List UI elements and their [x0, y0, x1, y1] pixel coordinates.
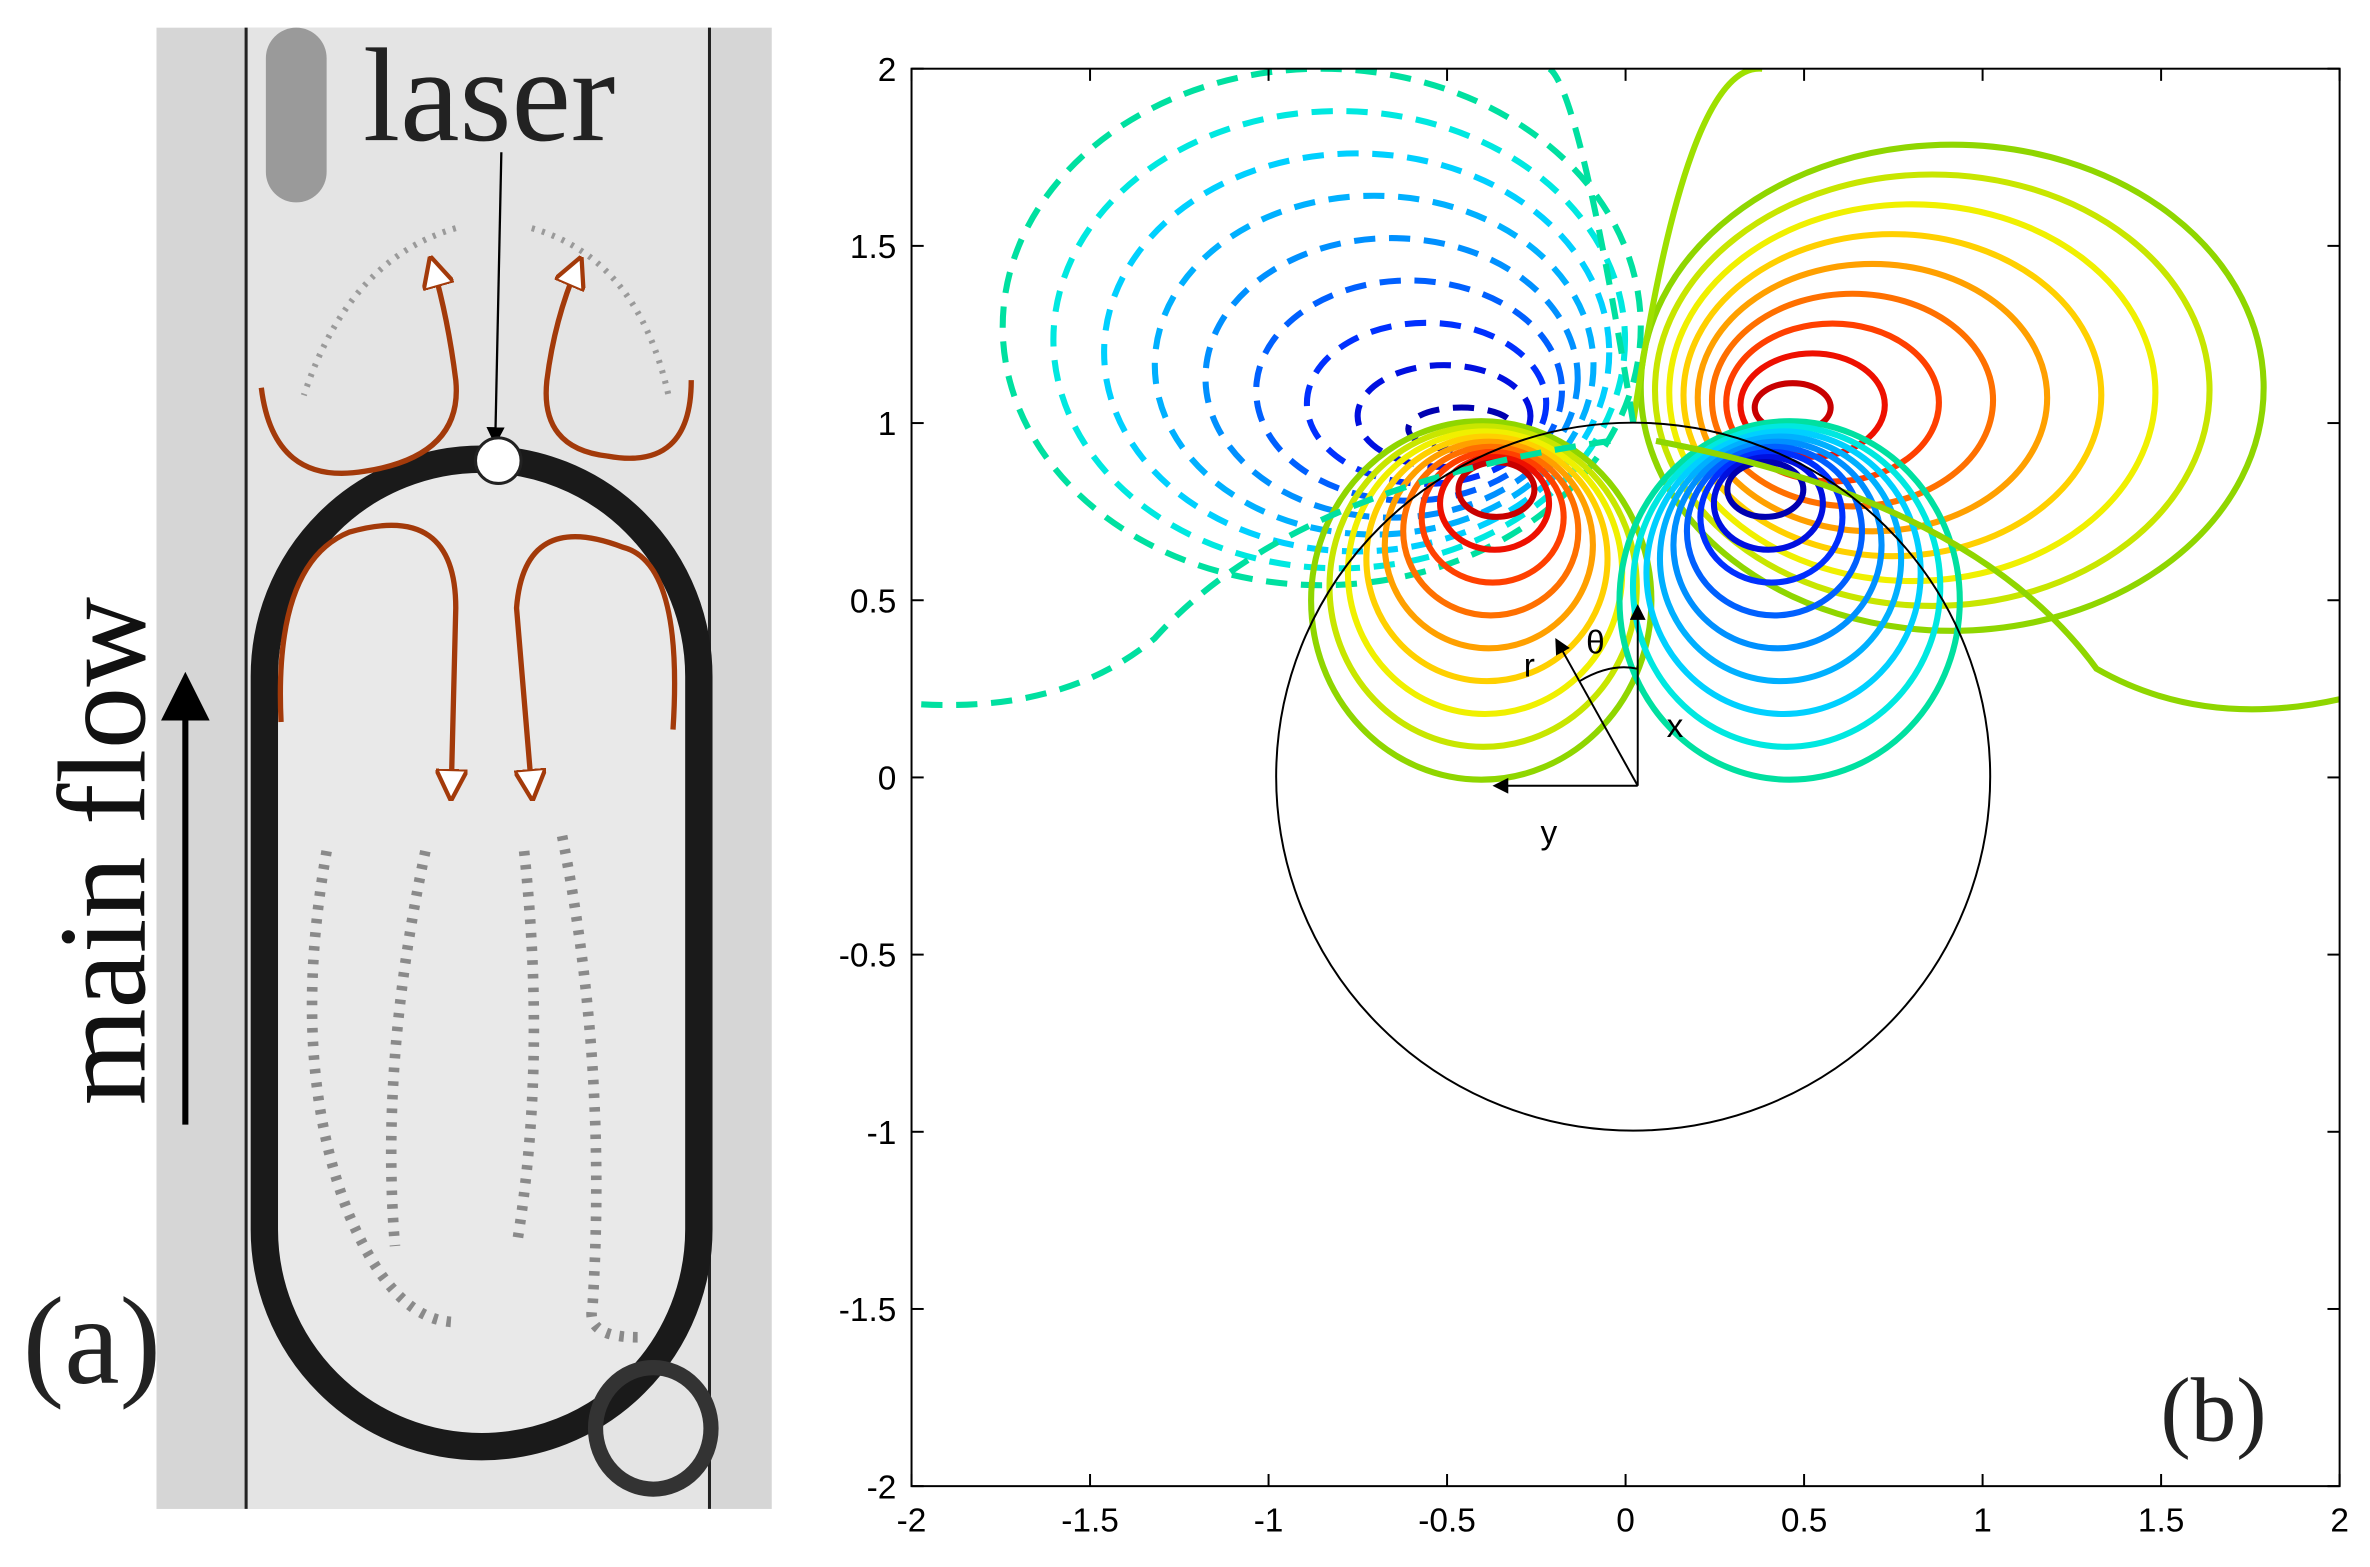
contour-line: [1363, 433, 1611, 685]
contour-line: [911, 437, 1611, 709]
unit-circle: [1275, 421, 1992, 1132]
contour-line: [1666, 201, 2159, 585]
droplet-small: [587, 1360, 719, 1497]
x-tick-label: 0: [1616, 1503, 1635, 1540]
x-tick-label: 0.5: [1781, 1503, 1827, 1540]
y-tick-label: 1.5: [850, 229, 896, 266]
contour-plot: r θ x y (b) -2 -1.5 -1 -0.5 0 0.5 1 1.5 2 -2 -1.5 -…: [839, 52, 2349, 1540]
contour-line: [1724, 459, 1807, 520]
contour-line: [1303, 319, 1550, 487]
x-tick-label: -1: [1254, 1503, 1284, 1540]
y-tick-label: 1: [878, 406, 897, 443]
contour-line: [1710, 454, 1826, 553]
laser-arrow: [486, 152, 505, 446]
tracer-streak: [385, 849, 431, 1247]
annotation: r: [1524, 647, 1535, 684]
x-tick-label: 1.5: [2138, 1503, 2184, 1540]
tracer-streak: [511, 850, 540, 1247]
annotation: x: [1667, 708, 1684, 745]
main-flow-label: main flow: [33, 597, 171, 1106]
y-tick-label: -1: [867, 1115, 897, 1152]
panel-label: (a): [23, 1272, 161, 1410]
flow-arrow: [543, 266, 694, 461]
coordinate-arrows: [1492, 604, 1646, 794]
photo-panel: laser main flow (a): [23, 21, 772, 1509]
contour-line: [999, 68, 1644, 589]
contour-line: [1694, 260, 2051, 535]
contour-line: [1326, 423, 1640, 750]
contour-line: [1708, 290, 1997, 510]
contour-line: [1630, 68, 1763, 424]
blob: [265, 27, 327, 203]
y-tick-label: 2: [878, 52, 897, 89]
flow-arrow: [277, 522, 455, 790]
x-tick-label: 2: [2330, 1503, 2349, 1540]
contour-line: [1400, 443, 1582, 619]
flow-arrow: [258, 266, 459, 476]
contour-line: [1683, 443, 1866, 619]
contour-line: [1547, 68, 1637, 424]
y-tick-label: 0.5: [850, 583, 896, 620]
theta-arc: [1579, 666, 1638, 682]
contour-line: [1253, 277, 1565, 504]
contour-line: [1616, 418, 1963, 783]
contour-line: [1680, 231, 2105, 560]
x-tick-label: 1: [1973, 1503, 1992, 1540]
x-tick-label: -1.5: [1061, 1503, 1119, 1540]
contours: [911, 68, 2340, 783]
y-tick-label: 0: [878, 761, 897, 798]
y-tick-label: -2: [867, 1469, 897, 1506]
tracer-streak: [300, 225, 457, 397]
annotation: y: [1541, 815, 1558, 852]
tracer-streak: [306, 850, 457, 1328]
laser-spot: [473, 436, 523, 485]
contour-line: [1437, 454, 1553, 553]
droplet: [250, 445, 713, 1461]
contour-line: [1655, 437, 2340, 713]
contour-line: [1697, 448, 1846, 586]
contour-line: [1670, 438, 1885, 652]
plot-frame: [910, 67, 2341, 1488]
flow-arrows: [258, 266, 694, 791]
flow-arrow: [513, 534, 678, 791]
annotation: θ: [1586, 625, 1605, 662]
contour-line: [1656, 433, 1905, 685]
contour-line: [1643, 428, 1924, 718]
laser-label: laser: [363, 21, 615, 169]
contour-line: [1651, 171, 2213, 609]
contour-line: [1381, 438, 1596, 652]
contour-line: [1050, 108, 1629, 572]
r-arrow: [1555, 638, 1639, 787]
x-tick-label: -2: [897, 1503, 927, 1540]
contour-line: [1629, 423, 1944, 750]
tracer-streak: [530, 225, 672, 396]
y-tick-label: -0.5: [839, 938, 897, 975]
x-tick-label: -0.5: [1418, 1503, 1476, 1540]
y-tick-label: -1.5: [839, 1292, 897, 1329]
contour-line: [1151, 192, 1597, 538]
panel-label: (b): [2160, 1360, 2266, 1461]
